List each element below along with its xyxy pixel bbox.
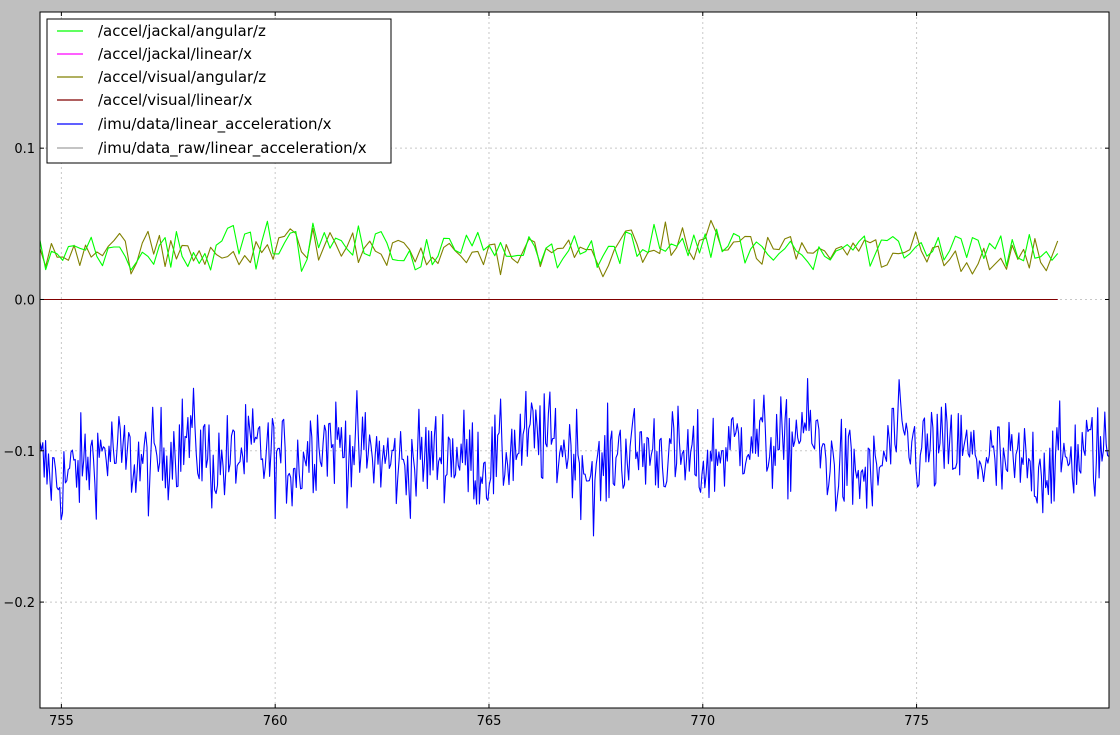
legend-label: /accel/visual/linear/x <box>98 91 252 109</box>
x-tick-label: 760 <box>263 714 288 729</box>
legend: /accel/jackal/angular/z /accel/jackal/li… <box>46 18 392 164</box>
plot-frame <box>39 11 1110 709</box>
legend-label: /accel/jackal/linear/x <box>98 45 252 63</box>
x-axis-tick-labels: 755 760 765 770 775 <box>49 714 929 729</box>
y-tick-label: −0.2 <box>3 596 35 611</box>
legend-label: /accel/visual/angular/z <box>98 68 266 86</box>
legend-item: /accel/visual/linear/x <box>57 91 252 109</box>
legend-item: /imu/data/linear_acceleration/x <box>57 115 332 134</box>
series-line <box>39 219 1059 278</box>
legend-label: /imu/data/linear_acceleration/x <box>98 115 332 134</box>
legend-item: /imu/data_raw/linear_acceleration/x <box>57 139 367 158</box>
legend-label: /accel/jackal/angular/z <box>98 22 266 40</box>
x-tick-label: 775 <box>904 714 929 729</box>
legend-item: /accel/jackal/linear/x <box>57 45 252 63</box>
y-tick-label: −0.1 <box>3 445 35 460</box>
series-line <box>39 378 1110 537</box>
x-tick-label: 765 <box>477 714 502 729</box>
legend-item: /accel/jackal/angular/z <box>57 22 266 40</box>
x-tick-label: 770 <box>690 714 715 729</box>
series-lines <box>39 219 1110 537</box>
series-line <box>39 220 1059 272</box>
y-tick-label: 0.1 <box>14 142 35 157</box>
x-tick-label: 755 <box>49 714 74 729</box>
legend-box <box>46 18 392 164</box>
axis-ticks <box>40 12 1109 708</box>
legend-label: /imu/data_raw/linear_acceleration/x <box>98 139 367 158</box>
y-axis-tick-labels: 0.1 0.0 −0.1 −0.2 <box>3 142 35 611</box>
y-tick-label: 0.0 <box>14 293 35 308</box>
legend-item: /accel/visual/angular/z <box>57 68 266 86</box>
